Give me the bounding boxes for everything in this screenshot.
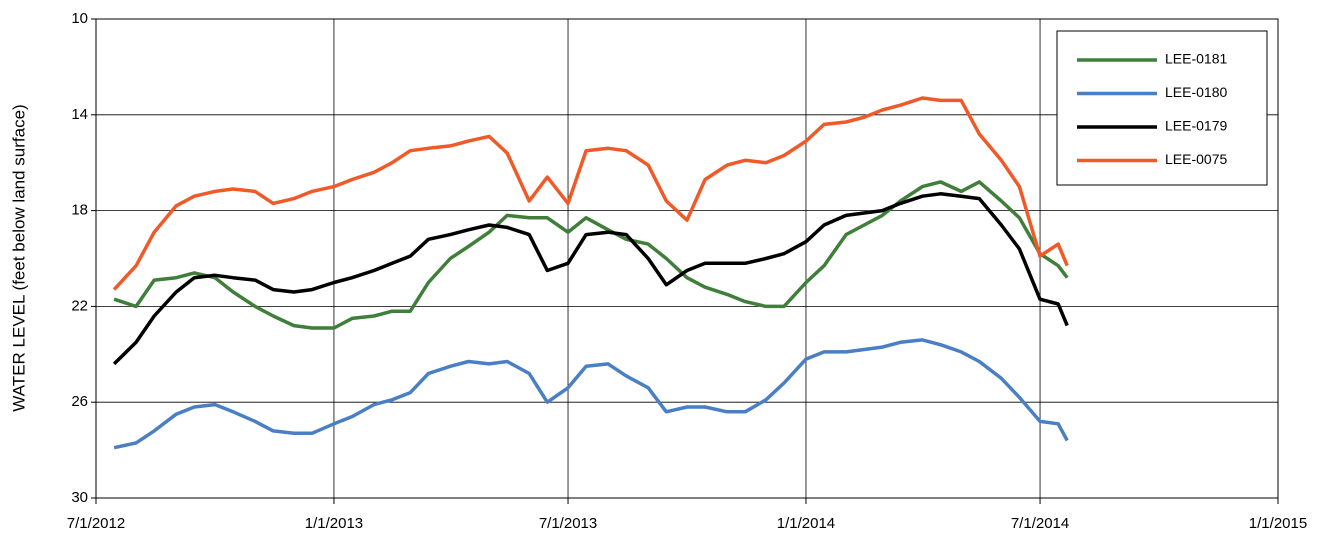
- y-tick-label: 10: [71, 10, 88, 27]
- x-tick-label: 1/1/2014: [777, 515, 835, 532]
- legend-label: LEE-0075: [1165, 151, 1227, 167]
- y-axis-label: WATER LEVEL (feet below land surface): [9, 104, 28, 411]
- y-tick-label: 26: [71, 393, 88, 410]
- legend-label: LEE-0181: [1165, 51, 1227, 67]
- series-line: [113, 180, 1069, 330]
- plot-frame: [95, 18, 1279, 499]
- y-tick-label: 22: [71, 297, 88, 314]
- y-tick-label: 30: [71, 489, 88, 506]
- y-tick-label: 14: [71, 106, 88, 123]
- x-tick-label: 7/1/2014: [1011, 515, 1069, 532]
- y-tick-label: 18: [71, 202, 88, 219]
- legend-label: LEE-0179: [1165, 118, 1227, 134]
- x-tick-label: 7/1/2013: [539, 515, 597, 532]
- legend-label: LEE-0180: [1165, 84, 1227, 100]
- x-tick-label: 1/1/2013: [305, 515, 363, 532]
- series-line: [112, 96, 1069, 291]
- series-line: [112, 192, 1069, 366]
- series-line: [113, 338, 1069, 450]
- x-tick-label: 1/1/2015: [1249, 515, 1307, 532]
- x-tick-label: 7/1/2012: [67, 515, 125, 532]
